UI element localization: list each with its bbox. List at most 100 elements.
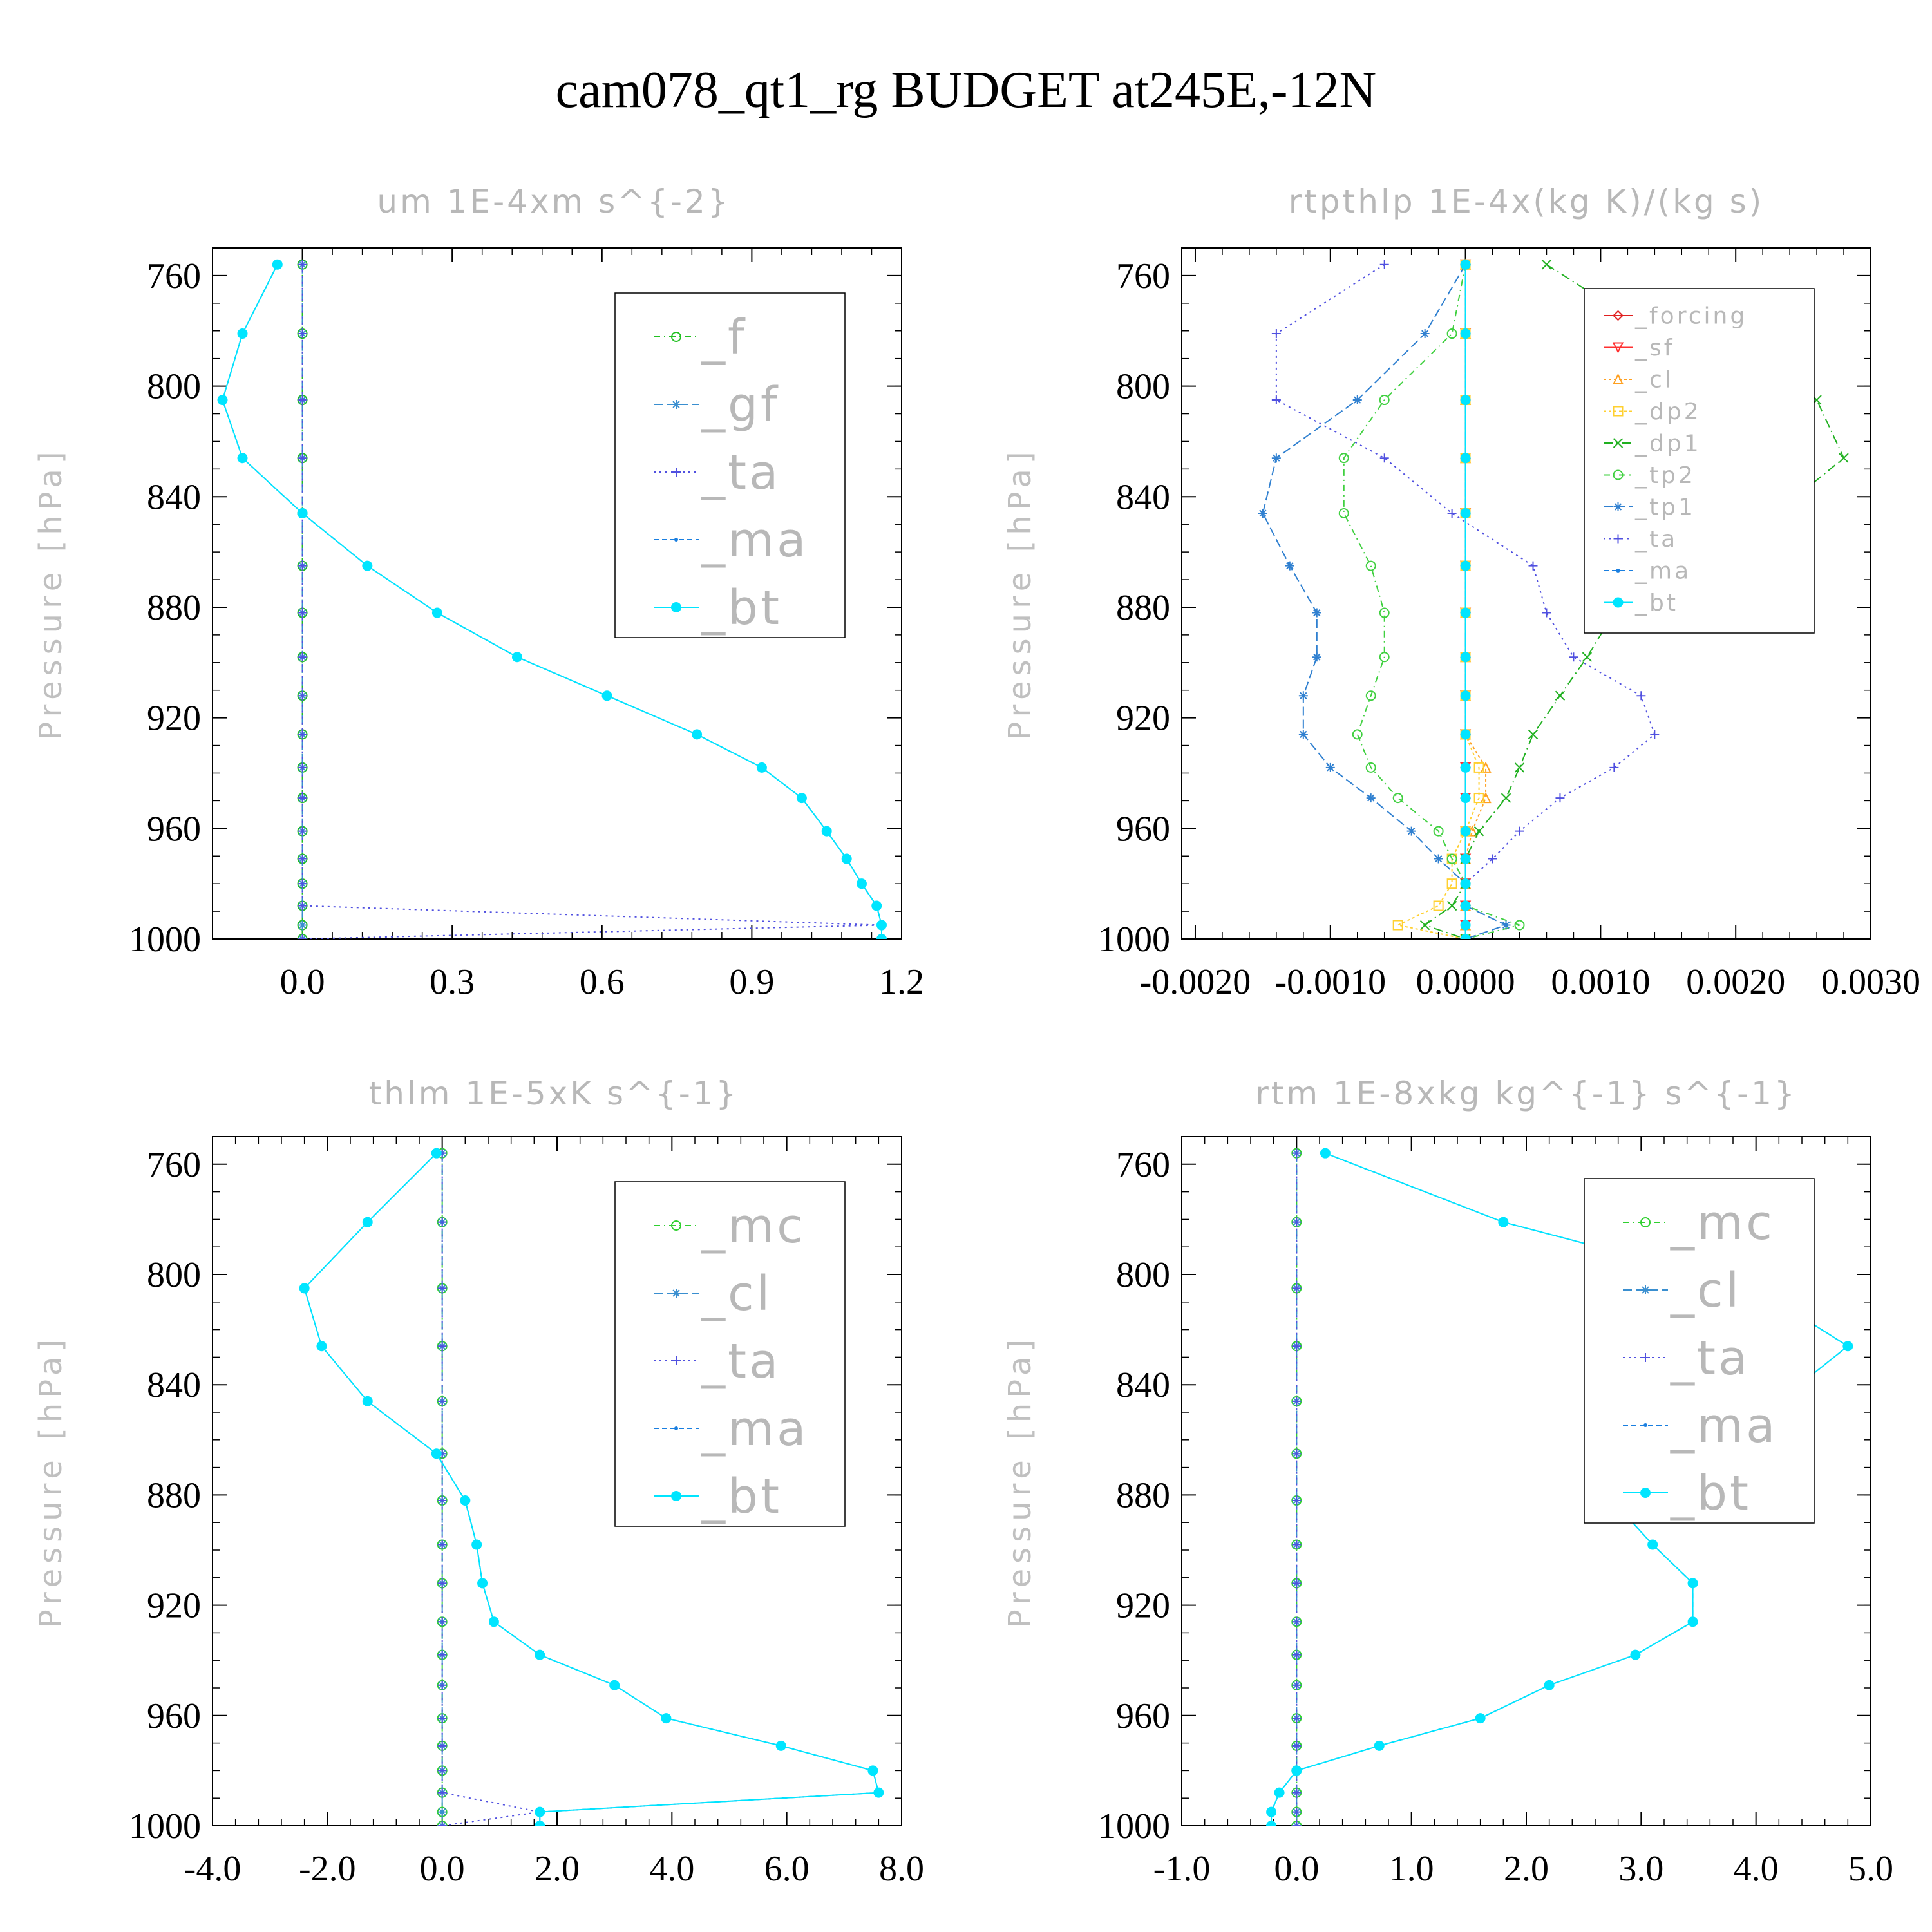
series-gf-marker <box>298 920 307 930</box>
series-ta-marker <box>437 1217 447 1227</box>
y-tick-label: 880 <box>1116 1475 1170 1515</box>
x-tick-label: 1.2 <box>879 962 924 1002</box>
x-tick-label: 0.0000 <box>1416 962 1515 1002</box>
series-line-ta <box>441 1153 540 1826</box>
series-bt-marker <box>1647 1539 1658 1550</box>
series-tp2-marker <box>1379 607 1390 618</box>
y-tick-label: 1000 <box>1098 1806 1170 1846</box>
legend-marker <box>1613 597 1624 608</box>
series-ta-marker <box>437 1341 447 1351</box>
series-bt-marker <box>1460 826 1471 837</box>
legend-marker <box>672 400 681 409</box>
series-bt-marker <box>1460 453 1471 464</box>
legend: _forcing _sf _cl _dp2 _dp1 _tp2 _tp1 _ta _ma _bt <box>1584 288 1815 634</box>
series-dp1-marker <box>1501 793 1511 803</box>
series-tp1-marker <box>1366 793 1376 803</box>
series-bt-marker <box>856 878 867 889</box>
legend-marker <box>671 1220 681 1231</box>
series-ta-marker <box>1292 1741 1302 1750</box>
legend-marker <box>1640 1488 1651 1498</box>
x-tick-label: -0.0020 <box>1140 962 1251 1002</box>
y-tick-label: 960 <box>147 809 201 849</box>
y-tick-label: 800 <box>147 1255 201 1295</box>
y-tick-label: 960 <box>147 1696 201 1736</box>
series-bt-marker <box>821 826 832 837</box>
x-tick-label: 0.0 <box>1274 1849 1319 1889</box>
series-tp1-marker <box>1258 509 1267 518</box>
legend-marker <box>672 1289 681 1298</box>
series-ta-marker <box>437 1650 447 1660</box>
series-bt-marker <box>297 508 308 519</box>
series-ta-marker <box>298 691 307 701</box>
series-ta-marker <box>1379 453 1389 463</box>
series-bt-marker <box>237 328 248 339</box>
series-cl-marker <box>1480 791 1492 804</box>
x-tick-label: 5.0 <box>1848 1849 1893 1889</box>
series-line-tp1 <box>1262 264 1508 939</box>
series-bt-marker <box>316 1341 327 1352</box>
y-tick-label: 760 <box>1116 256 1170 296</box>
series-ta-marker <box>1292 1341 1302 1351</box>
y-tick-label: 840 <box>1116 1365 1170 1405</box>
legend-label: _mc <box>1670 1195 1775 1251</box>
series-ta-marker <box>437 1821 447 1826</box>
series-ta-marker <box>1609 762 1619 772</box>
y-tick-label: 960 <box>1116 809 1170 849</box>
legend-label: _f <box>701 310 747 365</box>
panel-title: rtm 1E-8xkg kg^{-1} s^{-1} <box>1255 1075 1797 1112</box>
series-ta-marker <box>298 730 307 739</box>
series-ta-marker <box>1379 260 1389 269</box>
series-tp1-marker <box>1406 826 1416 836</box>
series-dp2-marker <box>1446 878 1457 889</box>
series-bt-marker <box>775 1740 786 1751</box>
series-dp1-marker <box>1473 826 1484 837</box>
y-tick-label: 800 <box>1116 1255 1170 1295</box>
x-tick-label: 2.0 <box>535 1849 580 1889</box>
y-tick-label: 760 <box>147 1145 201 1185</box>
panel-title: um 1E-4xm s^{-2} <box>377 183 730 220</box>
series-bt-marker <box>867 1765 878 1776</box>
series-bt-marker <box>237 453 248 464</box>
series-bt-marker <box>272 259 283 270</box>
series-bt-marker <box>1460 560 1471 571</box>
series-ta-marker <box>1292 1148 1302 1158</box>
series-tp2-marker <box>1379 395 1390 406</box>
series-ta-marker <box>1292 1283 1302 1293</box>
series-ta-marker <box>1636 691 1646 701</box>
series-dp1-marker <box>1514 762 1525 773</box>
series-ta-marker <box>437 1788 447 1797</box>
legend-label: _ta <box>1670 1331 1750 1386</box>
y-tick-label: 840 <box>1116 477 1170 517</box>
series-dp1-marker <box>1839 453 1849 463</box>
legend: _f _gf _ta _ma _bt <box>614 292 846 638</box>
y-tick-label: 1000 <box>129 920 201 960</box>
x-tick-label: -2.0 <box>299 1849 356 1889</box>
legend-marker <box>1616 569 1620 573</box>
legend-label: _ma <box>701 1401 808 1457</box>
series-dp1-marker <box>1555 690 1566 701</box>
series-tp1-marker <box>1312 608 1321 618</box>
series-bt-marker <box>1460 762 1471 773</box>
legend-marker <box>672 1356 681 1365</box>
series-bt-marker <box>477 1578 488 1589</box>
series-ta-marker <box>437 1766 447 1776</box>
series-bt-marker <box>1544 1680 1555 1690</box>
panel-title: thlm 1E-5xK s^{-1} <box>369 1075 739 1112</box>
y-tick-label: 920 <box>1116 699 1170 739</box>
legend-label: _sf <box>1634 335 1674 361</box>
y-tick-label: 920 <box>1116 1586 1170 1626</box>
legend-marker <box>1612 342 1624 354</box>
series-bt-marker <box>362 1217 373 1227</box>
series-tp1-marker <box>1352 395 1362 405</box>
plot-area <box>1258 258 1849 939</box>
series-ta-marker <box>1292 1578 1302 1588</box>
x-tick-label: 4.0 <box>649 1849 694 1889</box>
plot-area <box>299 1148 884 1826</box>
series-ta-marker <box>1292 1821 1302 1826</box>
legend-label: _ma <box>701 513 808 568</box>
y-tick-label: 840 <box>147 477 201 517</box>
plot-frame <box>1181 247 1871 940</box>
series-ta-marker <box>298 793 307 803</box>
legend-marker <box>1643 1423 1647 1427</box>
series-tp1-marker <box>1271 453 1281 463</box>
